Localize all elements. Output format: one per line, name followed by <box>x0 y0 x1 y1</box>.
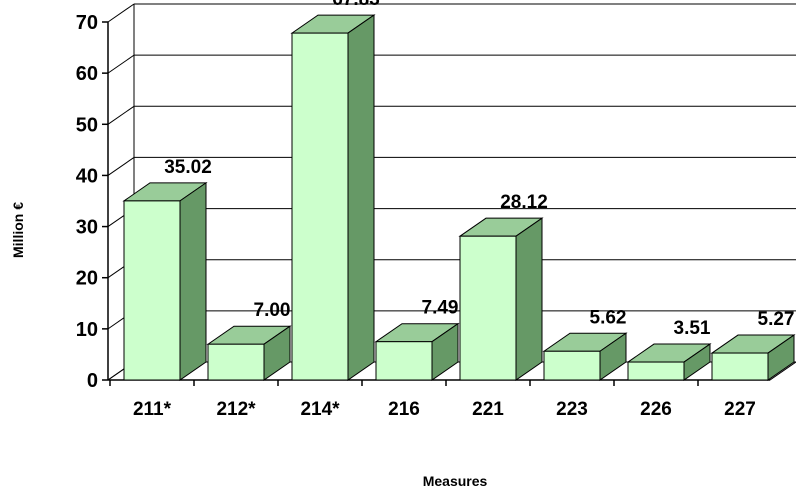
bar <box>542 332 628 381</box>
bar-front <box>375 341 433 381</box>
x-tick-label: 211* <box>133 399 172 420</box>
data-label: 7.49 <box>422 298 459 319</box>
gridline-depth <box>107 105 135 125</box>
x-tick-label: 216 <box>388 399 420 420</box>
data-labels: 35.02 7.00 67.83 7.49 28.12 5.62 3.51 5.27 <box>164 0 794 339</box>
y-tick-label: 40 <box>76 165 98 187</box>
gridline-depth <box>107 157 135 176</box>
y-axis-label: Million € <box>10 202 26 258</box>
x-tick-label: 212* <box>216 399 256 420</box>
y-tick-label: 10 <box>76 319 98 341</box>
bar-front <box>459 235 517 381</box>
data-label: 3.51 <box>674 318 711 339</box>
x-axis-label: Measures <box>423 473 488 488</box>
y-tick-label: 0 <box>87 370 98 392</box>
y-tick-label: 20 <box>76 268 98 290</box>
bars <box>122 14 796 381</box>
bar <box>710 334 796 381</box>
bar <box>122 181 208 381</box>
y-tick-label: 50 <box>76 114 98 136</box>
y-tick-labels: 0 10 20 30 40 50 60 70 <box>76 12 98 392</box>
bar <box>206 325 292 381</box>
bar-front <box>207 343 265 381</box>
x-tick-label: 223 <box>556 399 588 420</box>
data-label: 67.83 <box>332 0 380 10</box>
x-tick-label: 226 <box>640 399 672 420</box>
bar <box>290 14 376 381</box>
gridline-depth <box>107 54 135 74</box>
bar <box>374 322 460 381</box>
x-tick-labels: 211* 212* 214* 216 221 223 226 227 <box>133 399 756 420</box>
x-tick-label: 227 <box>724 399 756 420</box>
bar <box>458 217 544 381</box>
bar-front <box>627 361 685 381</box>
bar <box>626 343 712 381</box>
data-label: 35.02 <box>164 157 212 178</box>
y-tick-label: 30 <box>76 217 98 239</box>
bar-front <box>123 200 181 381</box>
y-tick-label: 70 <box>76 12 98 34</box>
bar-front <box>543 350 601 381</box>
data-label: 28.12 <box>500 192 548 213</box>
bar-front <box>291 32 349 381</box>
y-tick-label: 60 <box>76 63 98 85</box>
bar-front <box>711 352 769 381</box>
bar-side <box>179 181 207 381</box>
bar-side <box>347 14 375 381</box>
data-label: 5.62 <box>590 307 627 328</box>
x-tick-label: 221 <box>472 399 504 420</box>
bar-side <box>515 217 543 381</box>
data-label: 7.00 <box>254 300 291 321</box>
x-tick-label: 214* <box>300 399 340 420</box>
data-label: 5.27 <box>758 309 795 330</box>
gridline-depth <box>107 3 135 23</box>
